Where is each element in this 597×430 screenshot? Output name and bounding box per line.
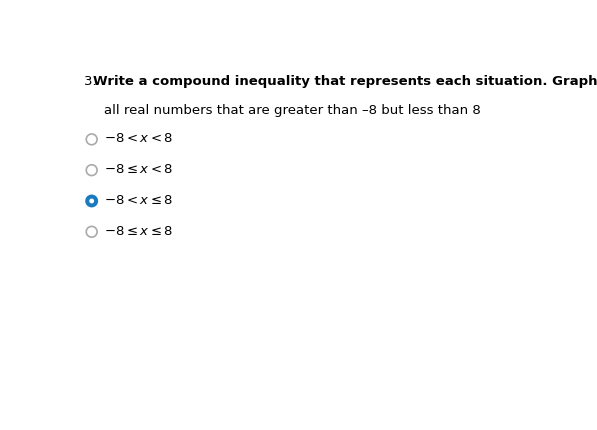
Text: 3.: 3. [84, 75, 101, 88]
Ellipse shape [89, 199, 94, 203]
Text: $-8 \leq x \leq 8$: $-8 \leq x \leq 8$ [104, 225, 174, 238]
Text: $-8 \leq x < 8$: $-8 \leq x < 8$ [104, 163, 174, 176]
Text: $-8 < x \leq 8$: $-8 < x \leq 8$ [104, 194, 174, 207]
Text: all real numbers that are greater than –8 but less than 8: all real numbers that are greater than –… [104, 104, 481, 117]
Text: Write a compound inequality that represents each situation. Graph your solution.: Write a compound inequality that represe… [93, 75, 597, 88]
Ellipse shape [86, 196, 97, 206]
Text: $-8 < x < 8$: $-8 < x < 8$ [104, 132, 174, 145]
